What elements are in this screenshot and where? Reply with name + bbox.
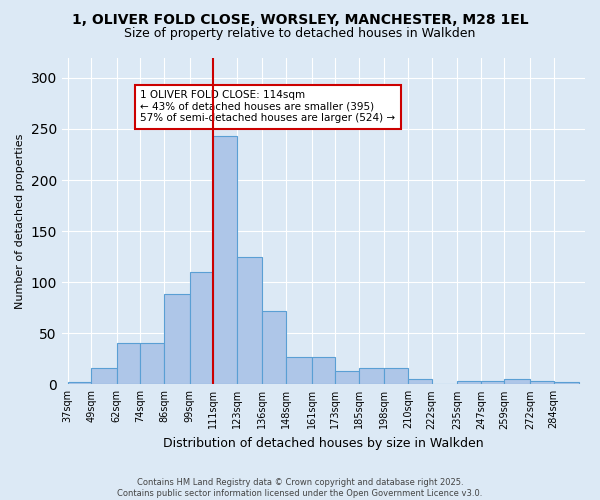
Y-axis label: Number of detached properties: Number of detached properties xyxy=(15,133,25,308)
Bar xyxy=(481,381,505,384)
Bar xyxy=(140,344,164,384)
X-axis label: Distribution of detached houses by size in Walkden: Distribution of detached houses by size … xyxy=(163,437,484,450)
Bar xyxy=(262,311,286,384)
Text: Size of property relative to detached houses in Walkden: Size of property relative to detached ho… xyxy=(124,28,476,40)
Bar xyxy=(68,382,91,384)
Bar xyxy=(408,379,431,384)
Bar xyxy=(213,136,237,384)
Bar xyxy=(359,368,385,384)
Bar xyxy=(335,371,359,384)
Text: Contains HM Land Registry data © Crown copyright and database right 2025.
Contai: Contains HM Land Registry data © Crown c… xyxy=(118,478,482,498)
Bar xyxy=(91,368,117,384)
Bar xyxy=(237,256,262,384)
Bar xyxy=(286,356,311,384)
Bar xyxy=(311,356,335,384)
Bar xyxy=(117,344,140,384)
Bar xyxy=(190,272,213,384)
Bar xyxy=(554,382,579,384)
Bar xyxy=(530,381,554,384)
Bar xyxy=(457,381,481,384)
Text: 1, OLIVER FOLD CLOSE, WORSLEY, MANCHESTER, M28 1EL: 1, OLIVER FOLD CLOSE, WORSLEY, MANCHESTE… xyxy=(71,12,529,26)
Bar xyxy=(505,379,530,384)
Bar xyxy=(385,368,408,384)
Bar xyxy=(164,294,190,384)
Text: 1 OLIVER FOLD CLOSE: 114sqm
← 43% of detached houses are smaller (395)
57% of se: 1 OLIVER FOLD CLOSE: 114sqm ← 43% of det… xyxy=(140,90,395,124)
